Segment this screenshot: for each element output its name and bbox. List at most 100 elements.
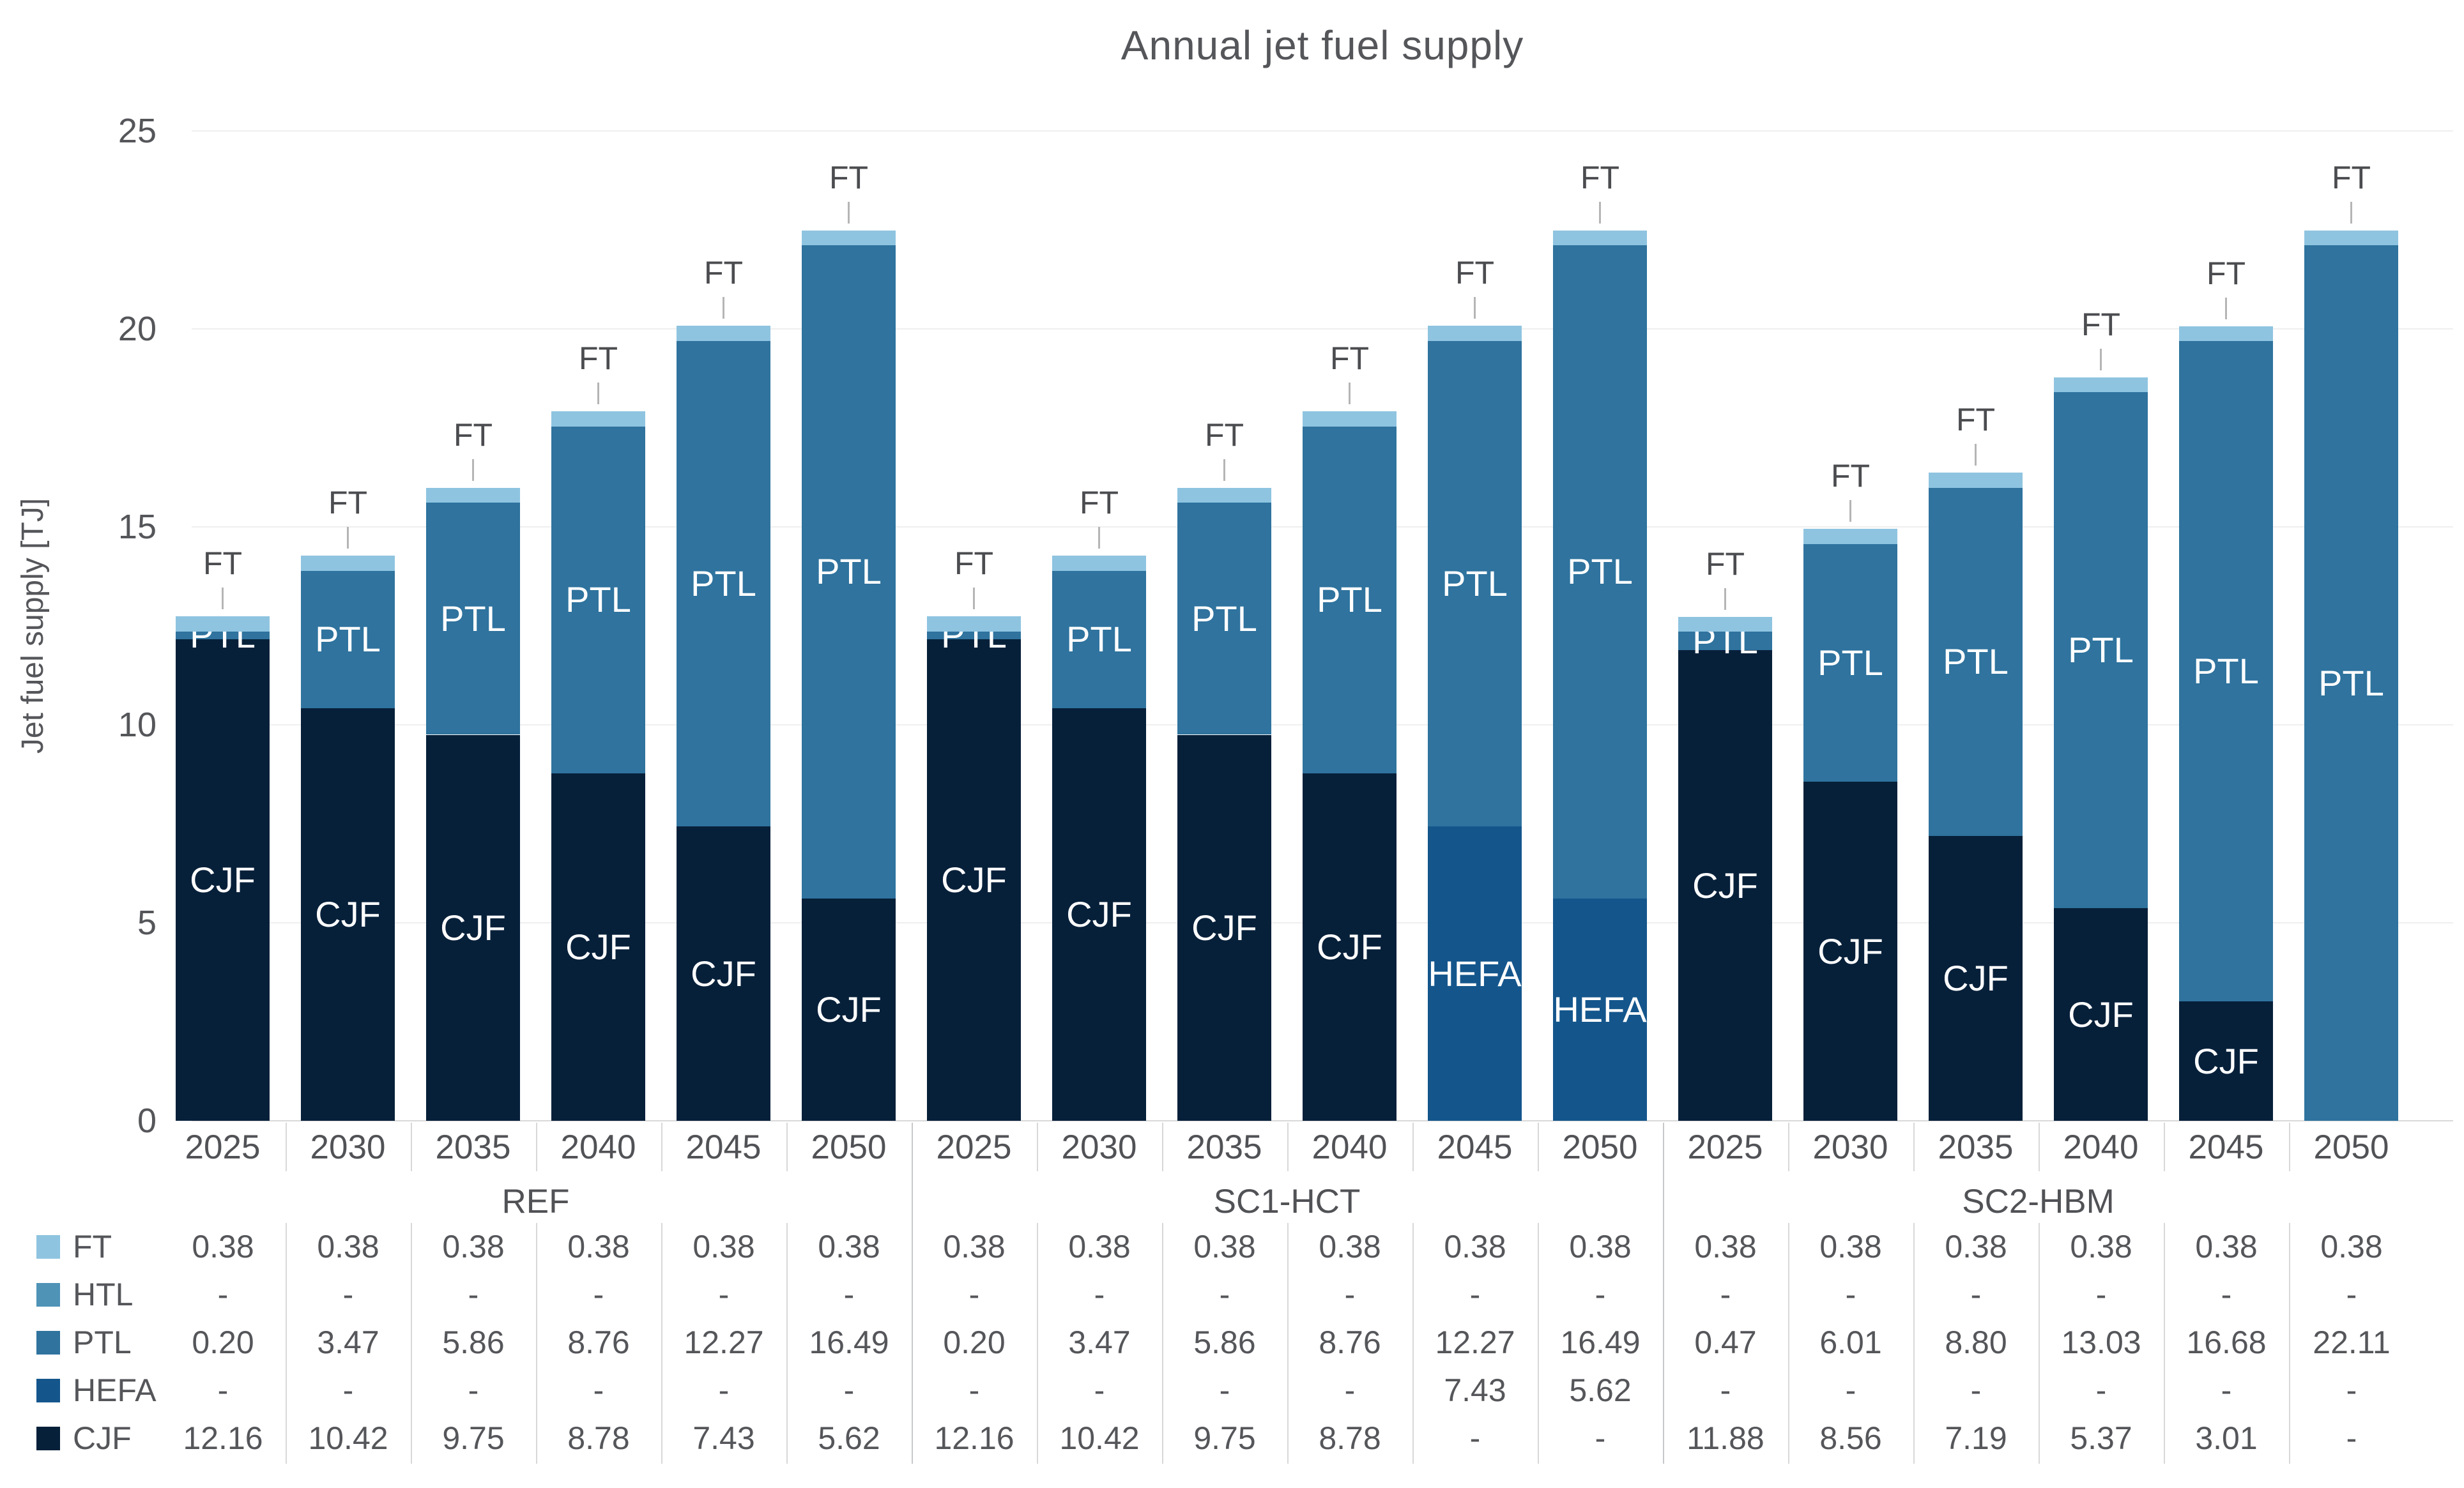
year-separator <box>1287 1123 1289 1171</box>
table-cell-ptl-17: 22.11 <box>2313 1325 2391 1360</box>
table-cell-htl-15: - <box>2095 1277 2107 1312</box>
table-cell-ft-11: 0.38 <box>1569 1229 1632 1264</box>
ft-leader-line <box>472 459 474 481</box>
bar-segment-ft <box>1678 616 1772 632</box>
x-tick-label: 2025 <box>1687 1128 1763 1166</box>
table-cell-cjf-12: 11.88 <box>1687 1420 1764 1456</box>
segment-label-ptl: PTL <box>1191 598 1257 639</box>
x-tick-label: 2030 <box>1812 1128 1888 1166</box>
table-cell-ptl-7: 3.47 <box>1068 1325 1131 1360</box>
legend-label-hefa: HEFA <box>73 1372 157 1408</box>
table-cell-htl-14: - <box>1970 1277 1982 1312</box>
bar-segment-ft <box>1303 411 1397 427</box>
bar-segment-cjf <box>551 773 645 1121</box>
x-tick-label: 2045 <box>2188 1128 2264 1166</box>
y-tick-label: 25 <box>118 112 157 150</box>
bar-segment-ptl <box>1803 543 1897 782</box>
table-cell-hefa-17: - <box>2346 1372 2357 1408</box>
table-cell-ft-9: 0.38 <box>1319 1229 1381 1264</box>
bar-segment-ptl <box>551 426 645 773</box>
bar-segment-ptl <box>1303 426 1397 773</box>
table-cell-htl-0: - <box>217 1277 229 1312</box>
table-cell-hefa-14: - <box>1970 1372 1982 1408</box>
bar-segment-cjf <box>426 734 520 1121</box>
x-tick-label: 2050 <box>1562 1128 1638 1166</box>
segment-label-ptl: PTL <box>440 598 506 639</box>
column-separator <box>1161 1223 1163 1464</box>
table-cell-hefa-10: 7.43 <box>1444 1372 1506 1408</box>
column-separator <box>1913 1223 1915 1464</box>
year-separator <box>535 1123 537 1171</box>
ft-callout-label: FT <box>453 416 493 453</box>
segment-label-cjf: CJF <box>1817 930 1883 971</box>
segment-label-hefa: HEFA <box>1428 953 1522 994</box>
bar-segment-ft <box>1803 529 1897 544</box>
segment-label-ptl: PTL <box>315 619 381 660</box>
ft-leader-line <box>848 201 850 224</box>
table-cell-cjf-1: 10.42 <box>308 1420 388 1456</box>
segment-label-ptl: PTL <box>2068 630 2134 671</box>
bar-segment-ptl <box>2054 392 2148 909</box>
y-tick-label: 15 <box>118 508 157 546</box>
group-label-sc2-hbm: SC2-HBM <box>1962 1183 2115 1220</box>
legend-swatch-htl <box>36 1283 60 1307</box>
table-cell-ft-4: 0.38 <box>693 1229 755 1264</box>
bar-segment-cjf <box>927 639 1021 1121</box>
ft-leader-line <box>2225 297 2227 319</box>
segment-label-cjf: CJF <box>440 907 506 948</box>
ft-callout-label: FT <box>829 159 869 195</box>
bar-segment-ptl <box>176 631 270 640</box>
segment-label-cjf: CJF <box>1943 958 2009 999</box>
x-tick-label: 2045 <box>1437 1128 1513 1166</box>
bar-segment-ft <box>1177 487 1271 503</box>
column-separator <box>1036 1223 1038 1464</box>
segment-label-cjf: CJF <box>565 926 631 967</box>
ft-leader-line <box>597 382 599 404</box>
bar-segment-hefa <box>1428 826 1522 1121</box>
table-cell-hefa-0: - <box>217 1372 229 1408</box>
ft-leader-line <box>1975 444 1977 466</box>
ft-leader-line <box>347 527 349 549</box>
table-cell-cjf-16: 3.01 <box>2195 1420 2258 1456</box>
y-axis-title: Jet fuel supply [TJ] <box>16 497 50 754</box>
segment-label-ptl: PTL <box>1317 579 1382 620</box>
ft-callout-label: FT <box>1329 340 1370 376</box>
ft-leader-line <box>222 588 224 610</box>
ft-callout-label: FT <box>2331 159 2371 195</box>
ft-callout-label: FT <box>328 485 368 521</box>
bar-segment-ptl <box>1177 503 1271 735</box>
table-cell-cjf-8: 9.75 <box>1193 1420 1256 1456</box>
legend-label-ft: FT <box>73 1229 112 1264</box>
bar-segment-cjf <box>1678 650 1772 1121</box>
group-separator <box>911 1123 913 1464</box>
segment-label-cjf: CJF <box>1317 926 1382 967</box>
table-cell-htl-17: - <box>2346 1277 2357 1312</box>
bar-segment-cjf <box>2054 908 2148 1121</box>
table-cell-ft-7: 0.38 <box>1068 1229 1131 1264</box>
bar-segment-cjf <box>1052 708 1146 1121</box>
table-cell-ft-2: 0.38 <box>442 1229 505 1264</box>
bar-segment-ft <box>2304 230 2398 246</box>
bar-segment-ft <box>677 326 770 341</box>
segment-label-cjf: CJF <box>315 893 381 934</box>
gridline <box>192 328 2453 330</box>
bar-segment-cjf <box>677 826 770 1121</box>
column-separator <box>786 1223 788 1464</box>
ft-callout-label: FT <box>1955 402 1996 438</box>
table-cell-hefa-2: - <box>468 1372 479 1408</box>
legend-label-htl: HTL <box>73 1277 134 1312</box>
segment-label-ptl: PTL <box>565 579 631 620</box>
x-tick-label: 2030 <box>1061 1128 1137 1166</box>
ft-leader-line <box>1098 527 1100 549</box>
column-separator <box>661 1223 662 1464</box>
table-cell-ptl-9: 8.76 <box>1319 1325 1381 1360</box>
segment-label-ptl: PTL <box>1567 551 1633 592</box>
table-cell-htl-10: - <box>1469 1277 1481 1312</box>
table-cell-cjf-11: - <box>1595 1420 1606 1456</box>
table-cell-ptl-15: 13.03 <box>2061 1325 2141 1360</box>
bar-segment-ptl <box>1052 570 1146 708</box>
segment-label-cjf: CJF <box>1191 907 1257 948</box>
column-separator <box>2288 1223 2290 1464</box>
ft-callout-label: FT <box>1830 458 1871 494</box>
legend-swatch-cjf <box>36 1427 60 1450</box>
